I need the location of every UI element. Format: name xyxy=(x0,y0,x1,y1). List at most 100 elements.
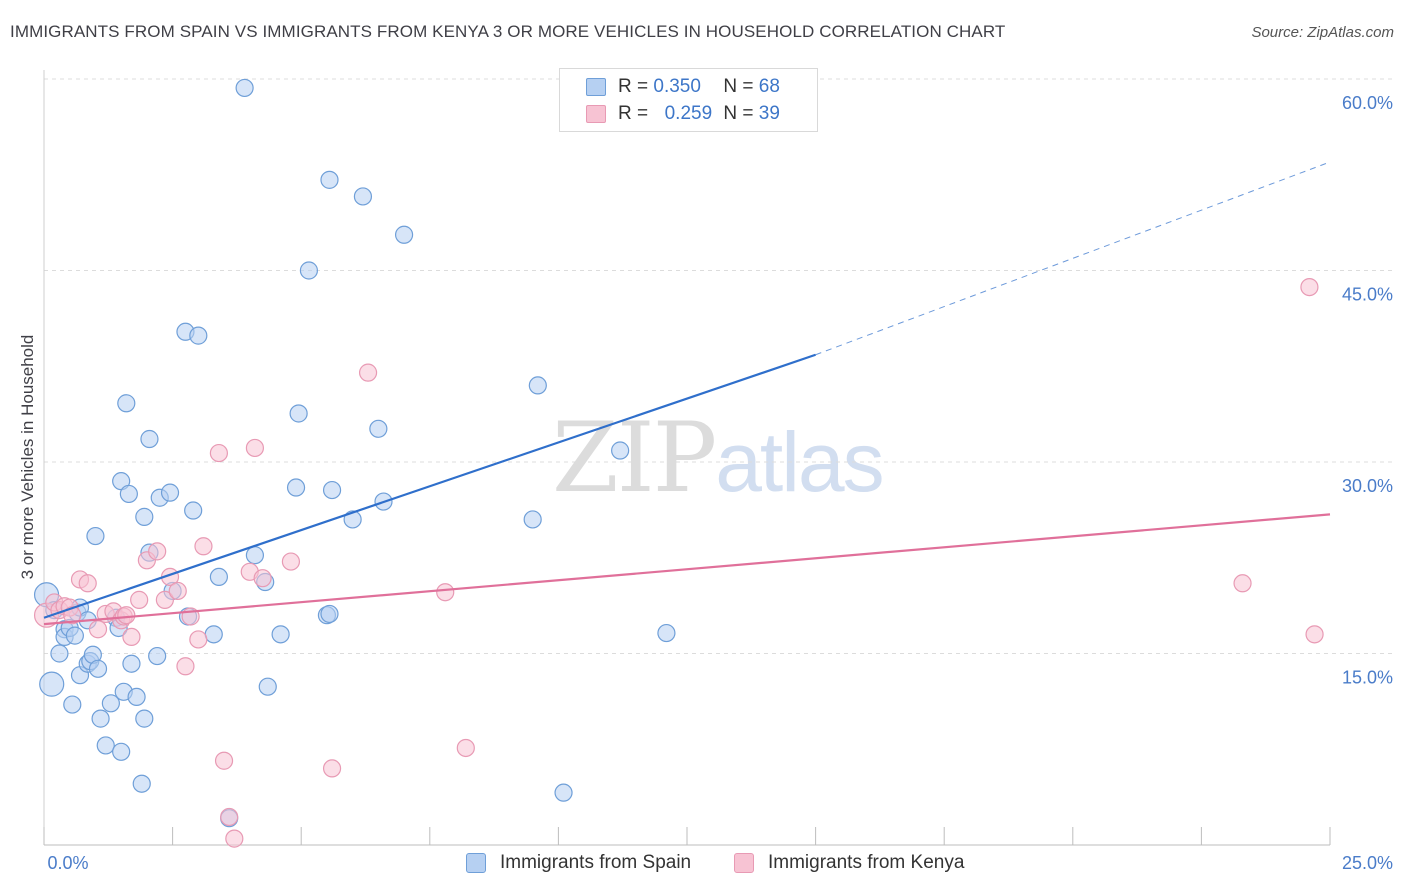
spain-point xyxy=(184,501,203,520)
legend-kenya-n: 39 xyxy=(758,103,780,124)
kenya-point xyxy=(456,738,475,758)
series-legend: Immigrants from Spain Immigrants from Ke… xyxy=(0,852,1406,878)
spain-point xyxy=(209,567,228,587)
series-legend-spain[interactable]: Immigrants from Spain xyxy=(466,852,691,874)
series-swatch-spain xyxy=(466,853,486,873)
kenya-point xyxy=(1300,277,1319,297)
spain-point xyxy=(86,526,105,546)
series-legend-kenya[interactable]: Immigrants from Kenya xyxy=(734,852,964,874)
y-axis-label: 3 or more Vehicles in Household xyxy=(18,335,37,580)
spain-point xyxy=(322,480,342,500)
legend-n-label: N = xyxy=(723,76,754,97)
spain-points xyxy=(33,78,676,828)
watermark-zip: ZIP xyxy=(552,402,717,514)
kenya-point xyxy=(78,574,97,593)
tick-labels: 15.0% 30.0% 45.0% 60.0% 0.0% 25.0% 3 or more V… xyxy=(18,93,1393,873)
kenya-point xyxy=(253,569,272,588)
kenya-point xyxy=(220,807,239,827)
kenya-point xyxy=(281,552,301,571)
axes xyxy=(43,70,1331,846)
spain-point xyxy=(523,510,542,529)
spain-point xyxy=(63,695,82,714)
kenya-point xyxy=(148,542,167,561)
spain-point xyxy=(117,394,136,413)
trend-lines xyxy=(43,161,1331,626)
spain-point xyxy=(39,671,65,697)
spain-point xyxy=(88,659,108,678)
spain-point xyxy=(112,742,131,761)
kenya-point xyxy=(63,606,82,625)
spain-point xyxy=(271,625,290,644)
legend-r-label: R = xyxy=(618,103,649,124)
spain-point xyxy=(189,326,208,345)
kenya-trend-line xyxy=(43,513,1331,626)
kenya-point xyxy=(88,620,108,639)
spain-point xyxy=(160,483,180,502)
spain-point xyxy=(122,654,141,673)
kenya-point xyxy=(117,606,136,625)
kenya-point xyxy=(1305,625,1324,644)
legend-n-label: N = xyxy=(723,103,754,124)
spain-point xyxy=(204,625,223,644)
legend-spain-r: 0.350 xyxy=(653,76,701,97)
spain-point xyxy=(394,225,414,244)
spain-point xyxy=(611,441,630,460)
y-tick-label: 60.0% xyxy=(1342,93,1393,113)
correlation-legend: R = 0.350 N = 68 R = 0.259 N = 39 xyxy=(559,68,818,132)
spain-point xyxy=(657,623,676,643)
spain-point xyxy=(320,604,339,624)
kenya-point xyxy=(209,443,228,463)
kenya-point xyxy=(155,590,174,609)
spain-point xyxy=(289,404,308,423)
spain-point xyxy=(135,507,154,526)
legend-row-spain: R = 0.350 N = 68 xyxy=(586,75,780,99)
spain-point xyxy=(148,646,167,666)
legend-row-kenya: R = 0.259 N = 39 xyxy=(586,102,780,126)
legend-spain-n: 68 xyxy=(758,76,780,97)
kenya-point xyxy=(194,537,213,556)
spain-point xyxy=(50,644,69,663)
spain-point xyxy=(91,709,110,728)
series-legend-spain-label: Immigrants from Spain xyxy=(500,852,692,873)
kenya-point xyxy=(1233,574,1252,593)
spain-point xyxy=(127,687,146,707)
series-legend-kenya-label: Immigrants from Kenya xyxy=(768,852,965,873)
kenya-point xyxy=(225,829,244,848)
y-tick-label: 15.0% xyxy=(1342,668,1393,688)
y-tick-label: 30.0% xyxy=(1342,476,1393,496)
kenya-point xyxy=(322,759,342,778)
kenya-point xyxy=(245,438,265,458)
legend-swatch-spain xyxy=(586,78,606,96)
spain-trend-extension xyxy=(815,161,1331,356)
legend-r-label: R = xyxy=(618,76,649,97)
kenya-point xyxy=(189,630,208,649)
y-tick-label: 45.0% xyxy=(1342,285,1393,305)
spain-point xyxy=(140,429,159,449)
spain-point xyxy=(65,626,84,645)
kenya-points xyxy=(33,277,1324,848)
spain-point xyxy=(96,736,115,755)
watermark: ZIPatlas xyxy=(552,402,885,514)
spain-point xyxy=(528,376,547,395)
spain-point xyxy=(245,546,265,565)
kenya-point xyxy=(176,657,195,676)
spain-point xyxy=(343,510,362,529)
source-label: Source: ZipAtlas.com xyxy=(1251,24,1394,41)
series-swatch-kenya xyxy=(734,853,754,873)
spain-point xyxy=(369,419,388,438)
kenya-point xyxy=(130,590,149,609)
legend-swatch-kenya xyxy=(586,105,606,123)
kenya-point xyxy=(436,583,455,602)
spain-point xyxy=(320,170,339,189)
x-tick-label: 25.0% xyxy=(1342,853,1393,873)
spain-point xyxy=(554,783,573,802)
spain-point xyxy=(286,478,306,497)
kenya-point xyxy=(122,627,141,647)
legend-kenya-r: 0.259 xyxy=(664,103,713,124)
spain-trend-line xyxy=(43,353,816,619)
spain-point xyxy=(235,78,254,98)
chart-title: IMMIGRANTS FROM SPAIN VS IMMIGRANTS FROM… xyxy=(10,22,1006,41)
kenya-point xyxy=(358,363,378,382)
spain-point xyxy=(119,484,138,504)
